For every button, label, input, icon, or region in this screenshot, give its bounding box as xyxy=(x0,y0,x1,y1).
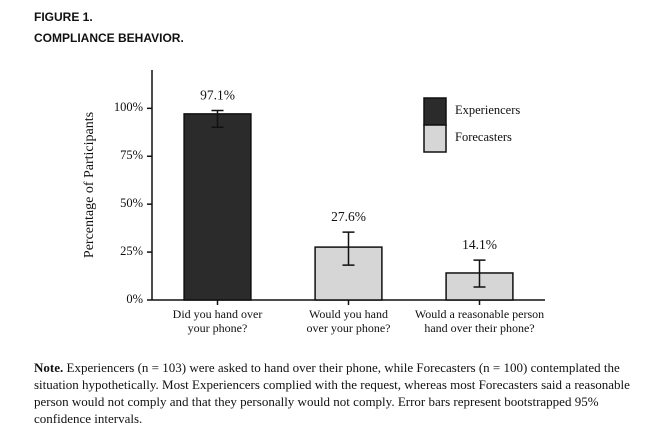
value-label: 27.6% xyxy=(331,209,366,224)
note-label: Note. xyxy=(34,360,64,375)
y-axis-label: Percentage of Participants xyxy=(82,112,97,258)
x-tick-label: Would a reasonable person hand over thei… xyxy=(414,307,545,335)
error-bar xyxy=(473,259,486,288)
note-text: Experiencers (n = 103) were asked to han… xyxy=(34,360,630,426)
error-bar xyxy=(342,231,355,266)
y-tick-label: 50% xyxy=(120,196,143,210)
y-tick-label: 100% xyxy=(114,100,143,114)
legend-swatch xyxy=(423,97,447,126)
chart: Percentage of Participants 0% 25% 50% 75% 10… xyxy=(82,70,545,306)
legend-label: Experiencers xyxy=(455,103,520,117)
value-label: 14.1% xyxy=(462,237,497,252)
bar xyxy=(183,113,252,301)
x-tick-label: Would you hand over your phone? xyxy=(306,307,391,335)
legend-label: Forecasters xyxy=(455,130,512,144)
error-bar xyxy=(211,109,224,129)
x-tick-label: Did you hand over your phone? xyxy=(172,307,263,335)
y-tick-label: 25% xyxy=(120,244,143,258)
y-tick-label: 0% xyxy=(126,292,143,306)
figure-number: FIGURE 1. xyxy=(34,10,93,24)
figure-title: COMPLIANCE BEHAVIOR. xyxy=(34,31,184,45)
value-label: 97.1% xyxy=(200,88,235,103)
y-tick-label: 75% xyxy=(120,148,143,162)
legend-swatch xyxy=(423,124,447,153)
note: Note. Experiencers (n = 103) were asked … xyxy=(34,359,654,427)
